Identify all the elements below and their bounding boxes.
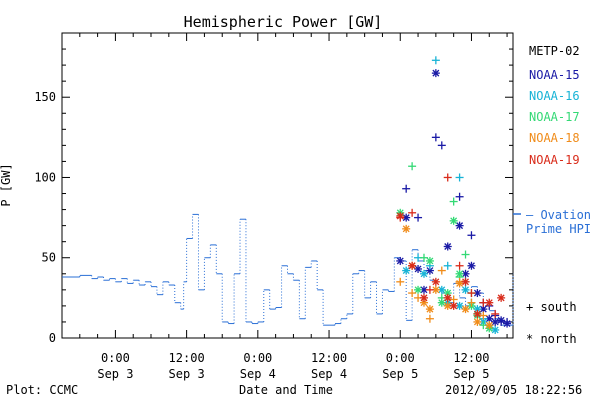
plot-credit: Plot: CCMC <box>6 383 78 397</box>
marker-north-noaa-18 <box>402 224 411 233</box>
marker-north-noaa-19 <box>449 301 458 310</box>
marker-north-noaa-19 <box>443 293 452 302</box>
marker-north-noaa-15 <box>443 242 452 251</box>
x-tick-date: Sep 5 <box>453 367 489 381</box>
marker-south-noaa-19 <box>425 285 434 294</box>
marker-north-noaa-18 <box>461 305 470 314</box>
legend-entry-noaa-19: NOAA-19 <box>529 153 580 167</box>
marker-north-noaa-18 <box>455 279 464 288</box>
x-tick-date: Sep 4 <box>240 367 276 381</box>
marker-south-noaa-15 <box>414 213 423 222</box>
marker-north-noaa-19 <box>419 293 428 302</box>
marker-south-noaa-18 <box>467 298 476 307</box>
x-tick-time: 12:00 <box>169 351 205 365</box>
legend-ovation-line1: — Ovation <box>526 208 591 222</box>
y-tick-label: 100 <box>34 170 56 184</box>
y-tick-label: 50 <box>42 251 56 265</box>
marker-south-noaa-19 <box>443 173 452 182</box>
y-tick-label: 0 <box>49 331 56 345</box>
legend-entry-noaa-17: NOAA-17 <box>529 110 580 124</box>
marker-south-noaa-18 <box>437 266 446 275</box>
x-tick-time: 0:00 <box>386 351 415 365</box>
marker-north-noaa-15 <box>497 316 506 325</box>
marker-north-noaa-16 <box>461 285 470 294</box>
marker-south-noaa-15 <box>455 192 464 201</box>
x-axis: 0:00 Sep 3 12:00 Sep 3 0:00 Sep 4 12:00 Sep 4 0:… <box>79 33 508 381</box>
legend-entry-metp-02: METP-02 <box>529 44 580 58</box>
x-tick-date: Sep 5 <box>382 367 418 381</box>
marker-north-noaa-15 <box>467 261 476 270</box>
marker-north-noaa-17 <box>437 298 446 307</box>
marker-south-noaa-18 <box>396 277 405 286</box>
marker-north-noaa-19 <box>408 261 417 270</box>
marker-north-noaa-19 <box>396 212 405 220</box>
y-axis: 0 50 100 150 <box>34 48 513 345</box>
marker-north-noaa-15 <box>473 289 482 298</box>
timestamp: 2012/09/05 18:22:56 <box>445 383 582 397</box>
marker-north-noaa-15 <box>414 264 423 273</box>
marker-south-noaa-16 <box>443 261 452 270</box>
plot-frame <box>61 32 514 339</box>
marker-north-noaa-15 <box>396 256 405 265</box>
marker-north-noaa-17 <box>455 269 464 278</box>
legend-ovation-line2: Prime HPI <box>526 222 591 236</box>
marker-north-noaa-17 <box>414 285 423 294</box>
marker-south-noaa-19 <box>455 261 464 270</box>
legend: METP-02 NOAA-15 NOAA-16 NOAA-17 NOAA-18 … <box>526 44 591 346</box>
x-axis-label: Date and Time <box>239 383 333 397</box>
marker-south-noaa-18 <box>425 314 434 323</box>
marker-south-noaa-17 <box>461 250 470 259</box>
marker-north-noaa-16 <box>491 325 500 334</box>
marker-north-noaa-18 <box>473 317 482 326</box>
marker-south-noaa-15 <box>467 231 476 240</box>
marker-north-noaa-15 <box>491 317 500 326</box>
x-tick-date: Sep 3 <box>97 367 133 381</box>
x-tick-time: 0:00 <box>101 351 130 365</box>
y-axis-label: P [GW] <box>0 163 13 206</box>
marker-south-noaa-15 <box>402 184 411 193</box>
x-tick-time: 12:00 <box>453 351 489 365</box>
x-tick-date: Sep 4 <box>311 367 347 381</box>
marker-north-noaa-18 <box>425 305 434 314</box>
marker-north-noaa-16 <box>402 266 411 275</box>
marker-south-noaa-17 <box>449 197 458 206</box>
marker-north-noaa-19 <box>497 293 506 302</box>
marker-north-noaa-17 <box>449 216 458 225</box>
marker-north-noaa-16 <box>419 269 428 278</box>
marker-north-noaa-19 <box>485 298 494 307</box>
marker-north-noaa-15 <box>503 319 512 328</box>
x-tick-time: 0:00 <box>243 351 272 365</box>
marker-south-noaa-15 <box>431 133 440 142</box>
chart-title: Hemispheric Power [GW] <box>184 13 383 31</box>
marker-south-noaa-18 <box>408 289 417 298</box>
marker-south-noaa-18 <box>479 311 488 320</box>
marker-north-noaa-15 <box>455 221 464 230</box>
marker-south-noaa-19 <box>408 208 417 217</box>
y-tick-label: 150 <box>34 90 56 104</box>
x-tick-time: 12:00 <box>311 351 347 365</box>
marker-south-noaa-19 <box>467 289 476 298</box>
marker-north-noaa-18 <box>485 321 494 330</box>
satellite-markers <box>396 56 512 334</box>
marker-south-noaa-19 <box>491 309 500 318</box>
legend-entry-noaa-18: NOAA-18 <box>529 131 580 145</box>
marker-north-noaa-19 <box>461 277 470 286</box>
legend-marker-south: + south <box>526 300 577 314</box>
marker-south-noaa-17 <box>419 253 428 262</box>
marker-south-noaa-17 <box>408 162 417 171</box>
marker-north-noaa-19 <box>473 309 482 318</box>
ovation-series <box>62 213 521 326</box>
x-tick-date: Sep 3 <box>169 367 205 381</box>
marker-south-noaa-16 <box>431 56 440 65</box>
legend-marker-north: * north <box>526 332 577 346</box>
marker-south-noaa-15 <box>437 141 446 150</box>
legend-entry-noaa-15: NOAA-15 <box>529 68 580 82</box>
marker-north-noaa-17 <box>425 256 434 265</box>
legend-entry-noaa-16: NOAA-16 <box>529 89 580 103</box>
marker-north-noaa-19 <box>431 277 440 286</box>
marker-south-noaa-16 <box>455 173 464 182</box>
marker-north-noaa-15 <box>431 69 440 78</box>
